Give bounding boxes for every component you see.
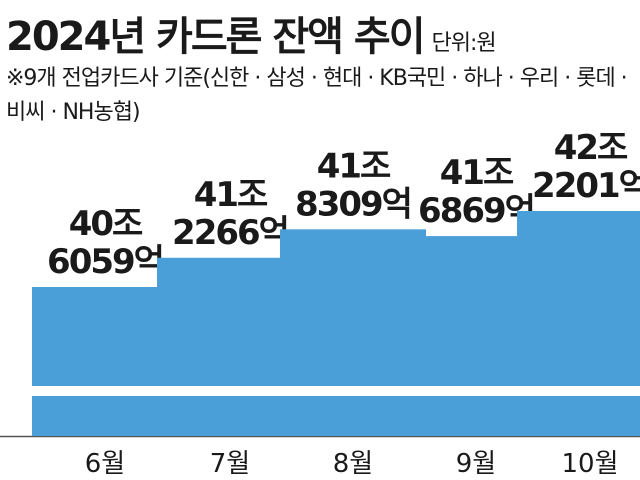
x-tick-label-1: 6월 bbox=[85, 449, 125, 479]
value-label-2-jo: 41조 bbox=[194, 175, 268, 215]
value-label-3-eok: 8309억 bbox=[295, 184, 411, 224]
x-tick-label-3: 8월 bbox=[333, 449, 373, 479]
chart-title: 2024년 카드론 잔액 추이 bbox=[6, 14, 426, 60]
value-label-1-jo: 40조 bbox=[69, 204, 143, 244]
value-label-1-eok: 6059억 bbox=[47, 242, 163, 282]
x-tick-label-2: 7월 bbox=[210, 449, 250, 479]
value-label-5-eok: 2201억 bbox=[532, 166, 640, 206]
axis-break-5 bbox=[516, 386, 640, 396]
axis-break-1 bbox=[31, 386, 179, 396]
axis-break-3 bbox=[279, 386, 427, 396]
value-label-4-jo: 41조 bbox=[440, 153, 514, 193]
value-label-3-jo: 41조 bbox=[317, 146, 391, 186]
x-tick-label-5: 10월 bbox=[561, 449, 618, 479]
bar-2 bbox=[157, 257, 303, 436]
title-row: 2024년 카드론 잔액 추이 단위:원 bbox=[6, 4, 497, 62]
bar-5 bbox=[517, 211, 640, 436]
unit-label: 단위:원 bbox=[431, 31, 497, 56]
value-label-4-eok: 6869억 bbox=[418, 191, 534, 231]
x-tick-label-4: 9월 bbox=[456, 449, 496, 479]
value-label-5-jo: 42조 bbox=[554, 128, 628, 168]
axis-break-2 bbox=[156, 386, 304, 396]
value-label-2-eok: 2266억 bbox=[172, 213, 288, 253]
chart-note: ※9개 전업카드사 기준(신한 · 삼성 · 현대 · KB국민 · 하나 · … bbox=[6, 66, 628, 125]
bar-3 bbox=[280, 229, 426, 436]
axis-break-4 bbox=[402, 386, 550, 396]
bar-1 bbox=[32, 287, 178, 436]
